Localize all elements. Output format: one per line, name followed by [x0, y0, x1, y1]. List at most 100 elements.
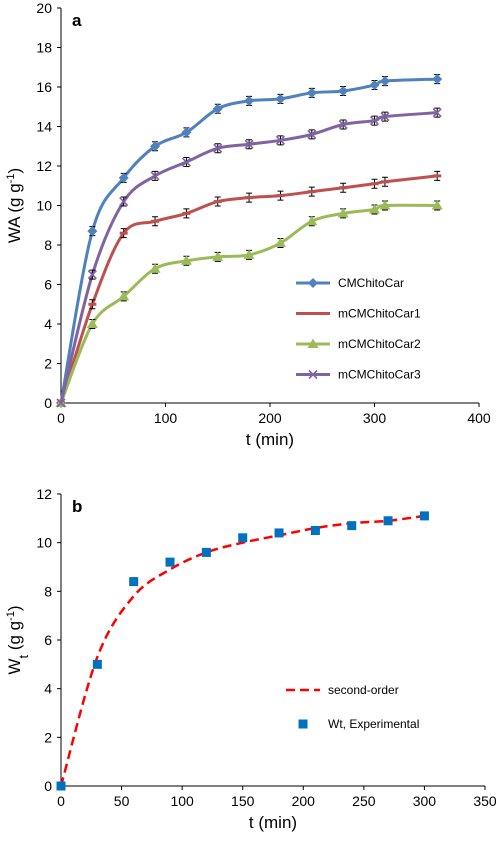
data-point — [380, 180, 389, 184]
data-point — [165, 557, 175, 567]
data-point — [347, 521, 357, 531]
legend-label: mCMChitoCar1 — [338, 307, 421, 321]
data-point — [119, 196, 129, 207]
y-tick-label: 4 — [44, 681, 52, 697]
data-point — [275, 135, 286, 145]
y-tick-label: 14 — [36, 119, 52, 135]
y-tick-label: 10 — [36, 198, 52, 214]
data-point — [212, 103, 223, 114]
data-point — [433, 174, 442, 178]
data-point — [180, 255, 192, 265]
x-tick-label: 200 — [258, 410, 282, 426]
y-axis-label: Wt (g g-1) — [5, 605, 31, 674]
data-point — [276, 194, 285, 198]
data-point — [274, 528, 284, 538]
x-tick-label: 300 — [413, 793, 437, 809]
data-point — [369, 116, 380, 126]
data-point — [238, 533, 248, 543]
data-point — [150, 141, 161, 152]
data-point — [119, 231, 128, 235]
panel-label: a — [72, 11, 82, 30]
data-point — [118, 290, 130, 301]
data-point — [149, 263, 161, 273]
data-point — [432, 74, 443, 85]
legend-label: Wt, Experimental — [328, 717, 419, 731]
data-point — [383, 516, 393, 526]
legend-item: Wt, Experimental — [298, 717, 419, 731]
data-point — [150, 171, 160, 181]
y-tick-label: 12 — [36, 158, 52, 174]
y-tick-label: 16 — [36, 79, 52, 95]
data-point — [275, 93, 286, 104]
data-point — [201, 547, 211, 557]
series-line — [59, 514, 425, 787]
data-point — [56, 398, 66, 408]
data-point — [431, 200, 443, 210]
y-axis-label-sup: -1 — [5, 174, 17, 184]
data-point — [56, 781, 66, 791]
data-point — [379, 200, 391, 210]
x-tick-label: 100 — [154, 410, 178, 426]
x-tick-label: 400 — [467, 410, 491, 426]
x-tick-label: 150 — [231, 793, 255, 809]
data-point — [274, 237, 286, 248]
data-point — [307, 190, 316, 194]
data-point — [181, 157, 191, 167]
series-mCMChitoCar3 — [56, 107, 442, 408]
data-point — [338, 85, 349, 96]
data-point — [118, 172, 129, 183]
x-tick-label: 100 — [170, 793, 194, 809]
series-mCMChitoCar1 — [57, 170, 442, 405]
series-mCMChitoCar2 — [55, 200, 443, 407]
data-point — [379, 76, 390, 87]
y-tick-label: 2 — [44, 729, 52, 745]
x-tick-label: 300 — [363, 410, 387, 426]
data-point — [310, 526, 320, 535]
legend-label: mCMChitoCar2 — [338, 337, 421, 351]
legend-item: second-order — [286, 683, 399, 697]
y-tick-label: 8 — [44, 237, 52, 253]
data-point — [369, 203, 380, 214]
x-tick-label: 200 — [292, 793, 316, 809]
legend-item: mCMChitoCar1 — [296, 307, 421, 321]
data-point — [370, 182, 379, 186]
legend-label: mCMChitoCar3 — [338, 368, 421, 382]
y-axis-label: WA (g g-1) — [5, 168, 24, 243]
legend-marker — [308, 369, 318, 380]
data-point — [338, 119, 348, 130]
y-axis-label-sub: t — [16, 655, 31, 659]
legend-item: mCMChitoCar2 — [296, 337, 421, 351]
data-point — [88, 302, 97, 306]
y-tick-label: 0 — [44, 778, 52, 794]
data-point — [307, 129, 317, 139]
data-point — [182, 211, 191, 215]
series-CMChitoCar — [56, 74, 443, 408]
data-point — [86, 318, 98, 328]
data-point — [245, 196, 254, 200]
data-point — [181, 127, 192, 138]
x-tick-label: 0 — [57, 410, 65, 426]
y-tick-label: 0 — [44, 395, 52, 411]
y-tick-label: 20 — [36, 0, 52, 16]
data-point — [369, 80, 380, 91]
series-second-order — [59, 514, 425, 787]
chart-panel-b: 0 2 4 6 8 10 12 0 50 100 150 200 250 300 350 t (min) Wt … — [5, 486, 496, 832]
legend-label: CMChitoCar — [338, 276, 404, 290]
x-tick-label: 350 — [473, 793, 496, 809]
data-point — [87, 270, 97, 280]
data-point — [213, 200, 222, 204]
y-tick-label: 6 — [44, 277, 52, 293]
y-tick-label: 4 — [44, 316, 52, 332]
data-point — [244, 95, 255, 106]
data-point — [87, 226, 98, 237]
x-axis-label: t (min) — [249, 813, 297, 832]
data-point — [337, 207, 349, 218]
y-tick-label: 2 — [44, 356, 52, 372]
x-tick-label: 50 — [114, 793, 130, 809]
x-tick-label: 0 — [57, 793, 65, 809]
y-tick-label: 8 — [44, 583, 52, 599]
y-axis-label-sup: -1 — [5, 611, 17, 621]
data-point — [243, 249, 255, 259]
